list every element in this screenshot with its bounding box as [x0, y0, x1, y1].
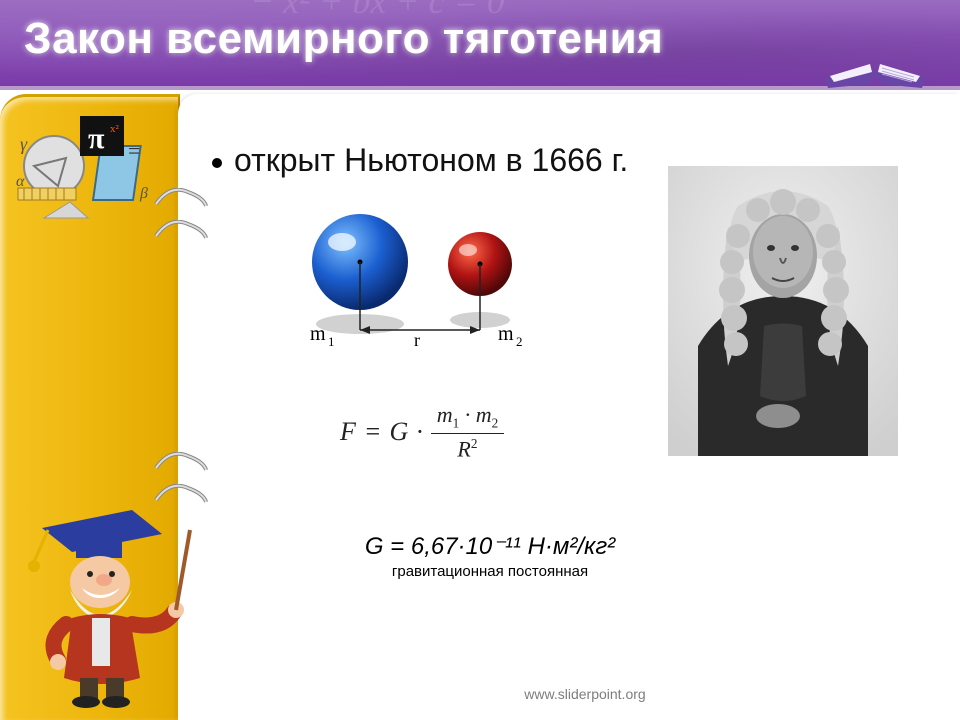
- m2: m: [476, 402, 492, 427]
- newton-portrait: [668, 166, 898, 456]
- slide-title: Закон всемирного тяготения: [24, 14, 663, 64]
- binder-ring: [152, 452, 210, 474]
- svg-text:x²: x²: [110, 123, 120, 135]
- professor-cartoon: [12, 490, 192, 710]
- svg-text:α: α: [16, 173, 25, 190]
- m2-sub: 2: [492, 415, 499, 430]
- svg-text:m: m: [498, 323, 514, 345]
- m1: m: [437, 402, 453, 427]
- formula-G: G: [389, 417, 408, 447]
- svg-text:1: 1: [328, 334, 335, 349]
- svg-text:r: r: [414, 330, 420, 350]
- m1-sub: 1: [453, 415, 460, 430]
- math-icons: γ α π x² = β: [10, 108, 162, 228]
- book-icon: [820, 28, 930, 98]
- slide-content: открыт Ньютоном в 1666 г.: [210, 112, 940, 710]
- R-sup: 2: [471, 436, 478, 451]
- footer-url: www.sliderpoint.org: [210, 686, 960, 702]
- gravity-formula: F = G · m1 · m2 R2: [340, 402, 504, 463]
- slide-header: − x² + bx + c = 0 Закон всемирного тягот…: [0, 0, 960, 90]
- formula-eq: =: [364, 417, 382, 447]
- svg-text:γ: γ: [20, 134, 28, 154]
- bullet-text: открыт Ньютоном в 1666 г.: [234, 142, 628, 179]
- binder-ring: [152, 188, 210, 210]
- svg-text:2: 2: [516, 334, 523, 349]
- gravitational-constant: G = 6,67·10⁻¹¹ Н·м²/кг² гравитационная п…: [290, 532, 690, 580]
- formula-dot: ·: [465, 402, 471, 427]
- formula-lhs: F: [340, 417, 356, 447]
- svg-text:β: β: [139, 185, 148, 202]
- constant-label: гравитационная постоянная: [290, 563, 690, 580]
- constant-value: G = 6,67·10⁻¹¹ Н·м²/кг²: [290, 532, 690, 561]
- two-mass-diagram: m 1 r m 2: [290, 202, 550, 362]
- svg-text:=: =: [128, 138, 140, 163]
- binder-ring: [152, 220, 210, 242]
- svg-text:π: π: [88, 122, 105, 155]
- formula-dot: ·: [416, 417, 423, 447]
- R: R: [457, 437, 470, 462]
- formula-fraction: m1 · m2 R2: [431, 402, 504, 463]
- binder-ring: [152, 484, 210, 506]
- svg-text:m: m: [310, 323, 326, 345]
- bullet-dot-icon: [212, 158, 222, 168]
